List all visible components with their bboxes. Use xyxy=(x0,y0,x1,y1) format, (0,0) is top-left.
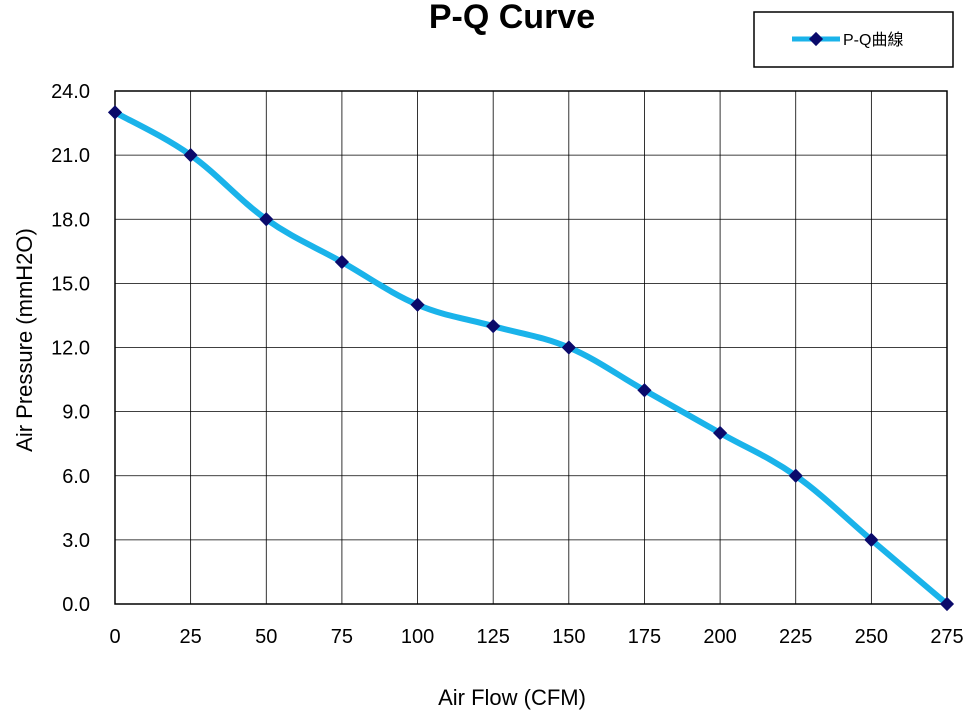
x-axis-label: Air Flow (CFM) xyxy=(438,685,586,710)
data-point-4 xyxy=(410,297,425,312)
x-tick-label: 275 xyxy=(930,626,963,648)
data-point-3 xyxy=(334,254,349,270)
legend-series-label: P-Q曲線 xyxy=(843,31,903,49)
y-tick-label: 18.0 xyxy=(51,209,90,231)
data-point-7 xyxy=(637,383,652,398)
chart-title: P-Q Curve xyxy=(429,0,595,36)
data-point-5 xyxy=(486,319,501,334)
data-point-11 xyxy=(939,596,955,612)
legend-box xyxy=(753,11,954,68)
series-line-0 xyxy=(112,109,950,607)
y-tick-label: 9.0 xyxy=(62,402,90,424)
x-tick-label: 50 xyxy=(255,626,277,648)
x-tick-label: 75 xyxy=(331,626,353,648)
x-tick-label: 125 xyxy=(476,626,509,648)
data-point-1 xyxy=(183,148,198,163)
series-group xyxy=(107,105,955,612)
y-tick-label: 21.0 xyxy=(51,145,90,167)
x-tick-label: 200 xyxy=(703,626,736,648)
y-tick-label: 24.0 xyxy=(51,81,90,103)
data-point-8 xyxy=(713,425,728,441)
y-axis-ticks: 0.0 3.0 6.0 9.0 12.0 15.0 18.0 21.0 24.0 xyxy=(51,81,90,616)
plot-area-border xyxy=(114,90,948,605)
x-tick-label: 250 xyxy=(855,626,888,648)
legend-marker-swatch xyxy=(808,31,824,47)
x-tick-label: 100 xyxy=(401,626,434,648)
y-tick-label: 12.0 xyxy=(51,338,90,360)
y-tick-label: 15.0 xyxy=(51,273,90,295)
grid xyxy=(114,90,948,605)
x-tick-label: 150 xyxy=(552,626,585,648)
data-point-10 xyxy=(864,532,879,547)
y-axis-label: Air Pressure (mmH2O) xyxy=(12,228,37,452)
data-point-9 xyxy=(788,468,803,483)
legend: P-Q曲線 xyxy=(753,11,954,68)
data-point-6 xyxy=(561,340,576,355)
x-tick-label: 0 xyxy=(109,626,120,648)
y-tick-label: 6.0 xyxy=(62,466,90,488)
y-tick-label: 0.0 xyxy=(62,594,90,616)
x-tick-label: 225 xyxy=(779,626,812,648)
x-axis-ticks: 0 25 50 75 100 125 150 175 200 225 250 275 xyxy=(109,626,963,648)
data-point-2 xyxy=(259,212,274,227)
x-tick-label: 25 xyxy=(180,626,202,648)
x-tick-label: 175 xyxy=(628,626,661,648)
y-tick-label: 3.0 xyxy=(62,530,90,552)
